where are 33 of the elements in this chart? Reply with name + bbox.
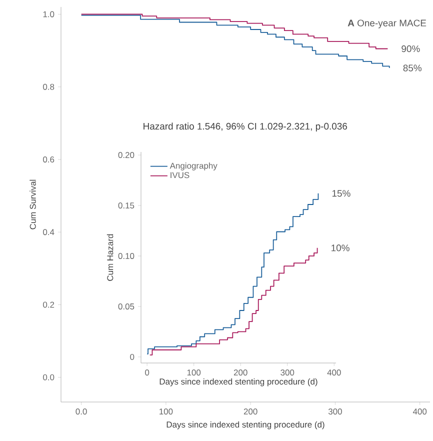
- y-tick-label: 0.0: [43, 374, 54, 380]
- annotation: Hazard ratio 1.546, 96% CI 1.029-2.321, p-0.036: [144, 122, 348, 132]
- x-tick-label: 400: [327, 370, 341, 376]
- x-tick-label: 200: [234, 370, 248, 376]
- x-tick-label: 100: [187, 370, 201, 376]
- y-tick-label: 0.20: [118, 152, 134, 158]
- x-tick-label: 0.0: [76, 408, 87, 415]
- x-tick-label: 200: [244, 408, 258, 415]
- y-tick-label: 0.8: [43, 84, 54, 90]
- annotation: 10%: [332, 244, 350, 252]
- x-tick-label: 400: [412, 408, 427, 415]
- x-axis-title: Days since indexed stenting procedure (d): [166, 421, 324, 430]
- legend-label: IVUS: [170, 172, 190, 178]
- annotation: 90%: [402, 45, 420, 52]
- x-tick-label: 300: [280, 370, 294, 376]
- y-tick-label: 0.2: [43, 302, 54, 308]
- y-tick-label: 0.4: [43, 229, 54, 236]
- legend-label: Angiography: [170, 162, 218, 170]
- y-axis-title: Cum Hazard: [106, 234, 114, 281]
- x-tick-label: 300: [328, 408, 342, 415]
- y-tick-label: 1.0: [43, 11, 54, 18]
- y-axis-title: Cum Survival: [30, 180, 36, 230]
- x-tick-label: 0: [145, 370, 150, 376]
- annotation: 15%: [332, 190, 350, 197]
- text: A One-year MACE: [348, 20, 426, 28]
- y-tick-label: 0.6: [43, 156, 54, 162]
- x-axis-title: Days since indexed stenting procedure (d): [160, 378, 318, 386]
- y-tick-label: 0.10: [118, 252, 134, 259]
- y-tick-label: 0: [130, 354, 134, 360]
- annotation: 85%: [403, 64, 422, 72]
- x-tick-label: 100: [160, 408, 173, 415]
- y-tick-label: 0.15: [118, 202, 134, 208]
- y-tick-label: 0.05: [118, 303, 134, 310]
